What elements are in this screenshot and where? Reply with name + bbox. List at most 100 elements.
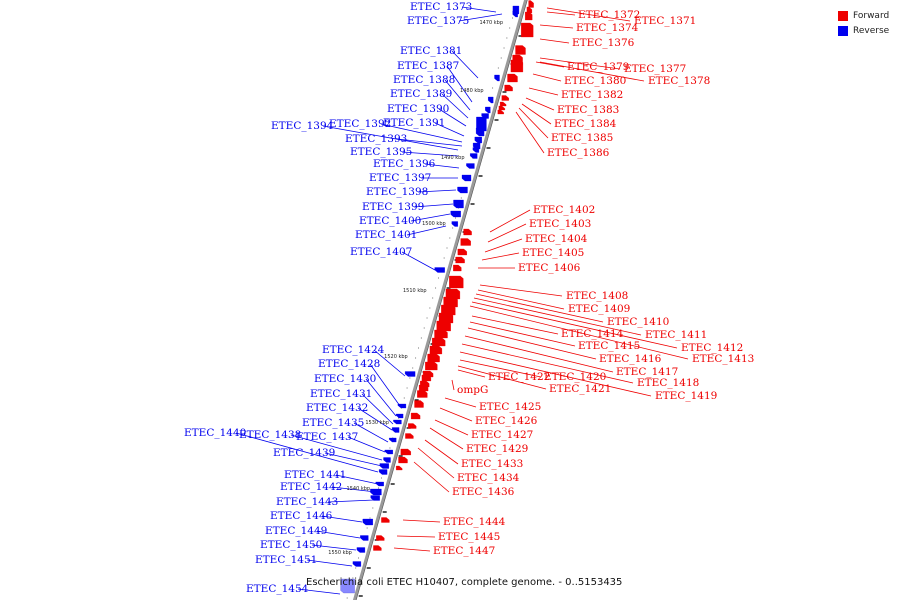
reverse-gene-arrow — [451, 221, 458, 227]
kbp-tick-label: 1530 kbp — [365, 420, 389, 426]
forward-gene-arrow — [427, 353, 440, 363]
reverse-gene-arrow — [360, 535, 369, 541]
forward-gene-arrow — [436, 320, 451, 332]
gene-label: ETEC_1430 — [314, 373, 376, 385]
reverse-gene-arrow — [370, 495, 380, 501]
gene-leader-line — [518, 107, 549, 139]
gene-label: ETEC_1395 — [350, 146, 412, 158]
scale-dot — [380, 477, 382, 479]
scale-dot — [426, 317, 428, 319]
forward-gene-arrow — [497, 109, 504, 115]
gene-leader-line — [457, 369, 486, 378]
gene-leader-line — [306, 559, 353, 567]
scale-dot — [512, 17, 514, 19]
gene-label: ETEC_1422 — [488, 371, 550, 383]
gene-leader-line — [546, 11, 576, 16]
gene-label: ETEC_1427 — [471, 429, 533, 441]
genome-axis — [352, 0, 528, 600]
reverse-gene-arrow — [397, 403, 407, 409]
scale-dot — [449, 237, 451, 239]
gene-leader-line — [410, 213, 451, 222]
gene-leader-line — [361, 393, 394, 425]
gene-label: ETEC_1451 — [255, 554, 317, 566]
gene-label: ETEC_1389 — [390, 88, 452, 100]
gene-label: ETEC_1434 — [457, 472, 520, 484]
gene-label: ETEC_1385 — [551, 132, 613, 144]
gene-leader-line — [528, 87, 559, 96]
forward-gene-arrow — [455, 256, 465, 264]
gene-leader-line — [353, 422, 389, 443]
scale-dot — [443, 257, 445, 259]
gene-leader-line — [459, 351, 652, 397]
scale-dot — [369, 517, 371, 519]
forward-gene-arrow — [457, 248, 467, 256]
kbp-tick-label: 1490 kbp — [441, 155, 465, 161]
gene-leader-line — [413, 203, 454, 208]
gene-label: ETEC_1397 — [369, 172, 431, 184]
gene-leader-line — [417, 447, 455, 479]
forward-gene-arrow — [398, 456, 408, 464]
genome-axis-edge — [355, 0, 528, 600]
reverse-gene-arrow — [404, 371, 416, 377]
gene-label: ETEC_1408 — [566, 290, 628, 302]
gene-leader-line — [521, 103, 552, 125]
gene-leader-line — [473, 297, 642, 336]
scale-dot — [378, 487, 380, 489]
gene-leader-line — [369, 363, 401, 407]
gene-label: ETEC_1424 — [322, 344, 385, 356]
gene-leader-line — [396, 138, 463, 147]
reverse-gene-arrow — [450, 210, 461, 218]
gene-label: ETEC_1379 — [567, 61, 629, 73]
reverse-gene-arrow — [466, 163, 475, 169]
forward-gene-arrow — [421, 374, 432, 382]
gene-label: ETEC_1413 — [692, 353, 754, 365]
forward-gene-arrow — [525, 11, 533, 21]
reverse-gene-arrow — [461, 174, 472, 182]
gene-label: ompG — [457, 384, 488, 396]
gene-label: ETEC_1391 — [383, 117, 445, 129]
forward-gene-arrow — [449, 275, 464, 289]
gene-label: ETEC_1415 — [578, 340, 640, 352]
forward-gene-arrow — [417, 390, 428, 398]
legend-label: Forward — [853, 10, 890, 21]
scale-dot — [417, 347, 419, 349]
forward-gene-arrow — [381, 517, 390, 523]
gene-leader-line — [434, 122, 465, 137]
gene-leader-line — [380, 123, 463, 143]
gene-label: ETEC_1425 — [479, 401, 541, 413]
gene-leader-line — [316, 530, 361, 539]
gene-label: ETEC_1372 — [578, 9, 640, 21]
scale-dot — [412, 367, 414, 369]
gene-leader-line — [546, 7, 631, 22]
gene-leader-line — [458, 13, 503, 22]
scale-dot — [409, 377, 411, 379]
gene-leader-line — [484, 238, 523, 253]
gene-label: ETEC_1429 — [466, 443, 528, 455]
gene-label: ETEC_1383 — [557, 104, 619, 116]
legend-label: Reverse — [853, 25, 890, 36]
gene-label: ETEC_1396 — [373, 158, 436, 170]
gene-label: ETEC_1442 — [280, 481, 342, 493]
gene-label: ETEC_1382 — [561, 89, 623, 101]
gene-leader-line — [417, 189, 457, 193]
gene-label: ETEC_1400 — [359, 215, 421, 227]
reverse-gene-arrow — [384, 449, 393, 455]
reverse-gene-arrow — [395, 413, 404, 419]
gene-label: ETEC_1436 — [452, 486, 515, 498]
forward-gene-arrow — [400, 448, 411, 456]
gene-label: ETEC_1409 — [568, 303, 630, 315]
gene-leader-line — [467, 327, 597, 360]
gene-leader-line — [290, 434, 383, 461]
reverse-gene-arrow — [453, 199, 464, 209]
scale-dot — [460, 197, 462, 199]
gene-leader-line — [477, 289, 565, 310]
scale-dot — [352, 577, 354, 579]
gene-label: ETEC_1407 — [350, 246, 412, 258]
gene-leader-line — [459, 359, 542, 378]
scale-dot — [500, 57, 502, 59]
reverse-gene-arrow — [375, 481, 384, 487]
gene-leader-line — [424, 439, 459, 465]
gene-label: ETEC_1378 — [648, 75, 710, 87]
gene-leader-line — [535, 61, 565, 68]
